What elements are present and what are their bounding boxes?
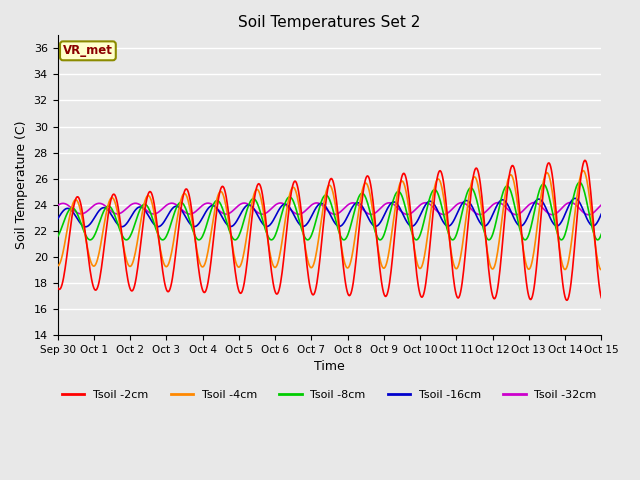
Text: VR_met: VR_met [63, 44, 113, 57]
Y-axis label: Soil Temperature (C): Soil Temperature (C) [15, 121, 28, 250]
Title: Soil Temperatures Set 2: Soil Temperatures Set 2 [238, 15, 420, 30]
X-axis label: Time: Time [314, 360, 345, 373]
Legend: Tsoil -2cm, Tsoil -4cm, Tsoil -8cm, Tsoil -16cm, Tsoil -32cm: Tsoil -2cm, Tsoil -4cm, Tsoil -8cm, Tsoi… [58, 385, 601, 404]
